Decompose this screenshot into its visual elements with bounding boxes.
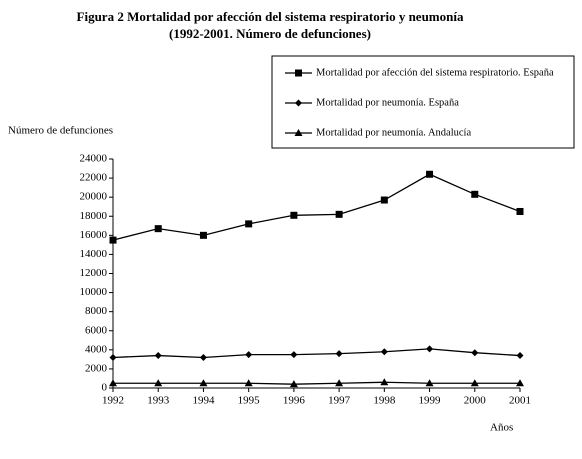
series-line (112, 173, 521, 241)
marker-square (335, 210, 343, 218)
marker-diamond (426, 345, 434, 353)
x-tick-label: 1992 (102, 395, 124, 407)
y-tick-label: 12000 (80, 267, 108, 279)
y-tick-label: 14000 (80, 248, 108, 260)
series-line (113, 381, 520, 385)
legend-label: Mortalidad por afección del sistema resp… (316, 67, 554, 78)
y-tick-label: 0 (102, 382, 108, 394)
x-tick-label: 1993 (147, 395, 170, 407)
marker-square (245, 220, 253, 228)
marker-triangle (516, 379, 524, 387)
x-tick-label: 2001 (509, 395, 531, 407)
y-tick-label: 10000 (80, 286, 108, 298)
y-tick-label: 16000 (80, 229, 108, 241)
marker-diamond (199, 353, 207, 361)
marker-diamond (245, 351, 253, 359)
y-axis-label: Número de defunciones (8, 125, 113, 137)
y-tick-label: 6000 (85, 324, 108, 336)
marker-diamond (380, 348, 388, 356)
marker-triangle (380, 378, 389, 386)
marker-diamond (290, 351, 298, 359)
marker-diamond (516, 352, 524, 360)
marker-triangle (335, 379, 344, 387)
x-axis-label: Años (490, 422, 513, 434)
marker-triangle (470, 379, 479, 387)
series-line (112, 348, 521, 359)
marker-square (471, 190, 479, 198)
marker-square (426, 170, 434, 178)
marker-square (516, 207, 524, 215)
marker-diamond (154, 352, 162, 360)
legend-label: Mortalidad por neumonía. España (316, 97, 459, 108)
marker-diamond (471, 349, 479, 357)
marker-square (295, 69, 302, 77)
marker-triangle (199, 379, 208, 387)
y-tick-label: 20000 (80, 191, 108, 203)
y-tick-label: 2000 (85, 362, 108, 374)
marker-triangle (244, 379, 253, 387)
marker-triangle (294, 129, 303, 136)
chart-subtitle: (1992-2001. Número de defunciones) (169, 26, 371, 41)
legend-box (271, 55, 575, 149)
marker-square (290, 211, 298, 219)
marker-diamond (335, 350, 343, 358)
y-tick-label: 4000 (85, 343, 108, 355)
y-tick-label: 18000 (80, 210, 108, 222)
marker-diamond (109, 353, 117, 361)
marker-triangle (109, 379, 117, 387)
x-tick-label: 1997 (328, 395, 351, 407)
marker-triangle (425, 379, 434, 387)
legend-label: Mortalidad por neumonía. Andalucía (316, 127, 471, 138)
y-tick-label: 24000 (80, 153, 108, 165)
x-tick-label: 1999 (419, 395, 442, 407)
y-tick-label: 22000 (80, 172, 108, 184)
marker-triangle (289, 380, 298, 388)
marker-triangle (154, 379, 163, 387)
x-tick-label: 1994 (192, 395, 215, 407)
y-tick-label: 8000 (85, 305, 108, 317)
marker-square (199, 231, 207, 239)
x-tick-label: 1995 (238, 395, 261, 407)
marker-square (154, 225, 162, 233)
x-tick-label: 1996 (283, 395, 306, 407)
marker-square (380, 196, 388, 204)
marker-square (109, 236, 117, 244)
chart-title: Figura 2 Mortalidad por afección del sis… (77, 9, 464, 24)
x-tick-label: 1998 (373, 395, 396, 407)
x-tick-label: 2000 (464, 395, 487, 407)
marker-diamond (295, 99, 302, 107)
